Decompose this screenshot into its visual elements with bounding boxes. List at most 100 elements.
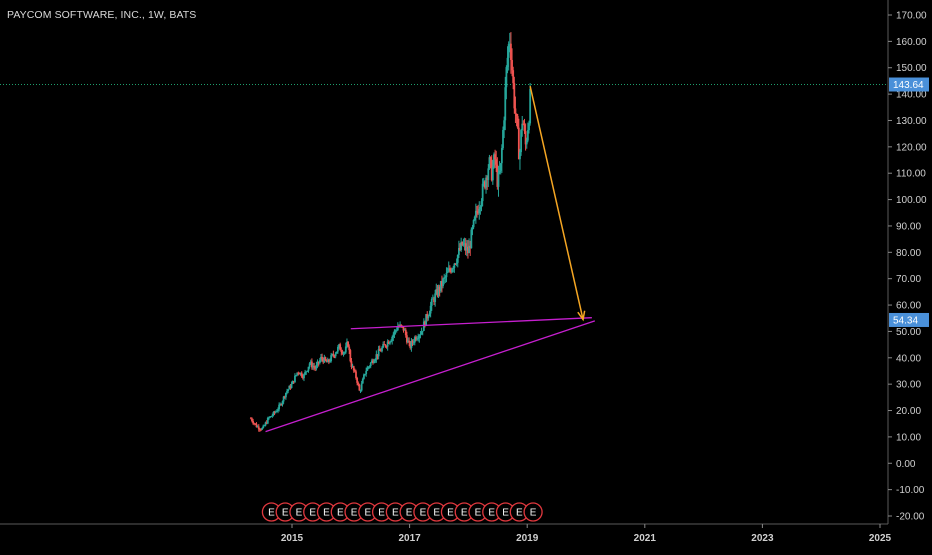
candle-body (494, 154, 496, 160)
candle-body (308, 363, 311, 367)
candle-body (318, 360, 321, 364)
candle-body (369, 362, 372, 367)
earnings-marker-label: E (351, 508, 358, 519)
candle-body (323, 357, 326, 363)
candle-body (306, 370, 309, 372)
candle-body (404, 329, 407, 336)
candle-body (278, 404, 281, 410)
price-label-box (889, 312, 929, 327)
earnings-marker-label: E (364, 508, 371, 519)
candle-body (474, 210, 477, 217)
y-tick-label: 140.00 (896, 90, 927, 101)
earnings-marker-label: E (337, 508, 344, 519)
candle-body (453, 263, 456, 268)
candle-body (361, 378, 364, 384)
earnings-marker[interactable] (523, 502, 543, 522)
price-label: 54.34 (893, 315, 918, 326)
candle-body (390, 340, 392, 342)
candle-body (264, 422, 267, 426)
candle-body (346, 341, 348, 347)
candle-body (257, 426, 260, 430)
candle-body (372, 360, 374, 364)
trendline[interactable] (265, 320, 596, 433)
candle-body (366, 367, 369, 371)
candle-body (262, 425, 265, 429)
candle-body (417, 338, 420, 340)
candle-body (382, 343, 385, 348)
candle-body (508, 43, 511, 45)
earnings-marker-label: E (282, 508, 289, 519)
candle-body (497, 172, 500, 187)
candle-body (313, 366, 316, 368)
candle-body (342, 352, 345, 354)
candle-body (442, 278, 444, 287)
candle-body (280, 404, 283, 405)
candle-body (513, 83, 516, 109)
candle-body (339, 344, 342, 351)
candle-body (473, 216, 476, 221)
earnings-marker-label: E (447, 508, 454, 519)
trendline[interactable] (350, 317, 592, 330)
candle-body (375, 354, 378, 360)
candle-body (349, 350, 352, 362)
candle-body (493, 154, 495, 167)
candle-body (332, 354, 335, 356)
candle-body (381, 347, 383, 352)
forecast-arrow[interactable] (529, 86, 584, 320)
candle-body (368, 366, 371, 367)
candle-body (337, 347, 339, 352)
candle-body (260, 429, 262, 431)
candle-body (389, 341, 391, 344)
candle-body (329, 361, 331, 362)
candle-body (399, 324, 402, 327)
candle-body (386, 341, 389, 347)
candle-body (427, 316, 430, 319)
candle-body (348, 346, 351, 351)
candle-body (488, 157, 491, 169)
candle-body (292, 380, 295, 383)
candle-body (512, 70, 515, 84)
candle-body (416, 338, 418, 340)
candle-body (448, 268, 451, 271)
candle-body (477, 211, 480, 214)
candle-body (252, 421, 255, 424)
candle-body (456, 254, 459, 263)
candle-body (462, 243, 465, 246)
y-tick-label: 170.00 (896, 11, 927, 22)
candle-body (330, 355, 333, 362)
candle-body (327, 359, 330, 362)
candle-body (482, 181, 485, 184)
candle-body (523, 124, 526, 132)
y-tick-label: 160.00 (896, 37, 927, 48)
candle-body (261, 428, 264, 430)
candle-body (291, 380, 294, 384)
candle-body (411, 340, 414, 343)
forecast-arrow-head (577, 310, 586, 322)
candle-body (520, 130, 522, 153)
candle-body (405, 335, 408, 343)
candle-body (314, 367, 317, 369)
candle-body (470, 229, 473, 249)
candle-body (274, 411, 277, 413)
candle-body (312, 366, 314, 368)
candle-body (340, 350, 343, 352)
candle-body (360, 383, 363, 391)
candle-body (459, 248, 461, 250)
y-tick-label: 120.00 (896, 142, 927, 153)
candle-body (424, 321, 426, 326)
candle-body (309, 361, 312, 364)
candle-body (490, 159, 493, 181)
candle-body (275, 410, 278, 412)
earnings-marker-label: E (433, 508, 440, 519)
candle-body (316, 361, 319, 365)
candle-body (356, 377, 359, 383)
candle-body (422, 321, 425, 331)
earnings-marker-label: E (461, 508, 468, 519)
candle-body (277, 409, 279, 411)
y-tick-label: 0.00 (896, 459, 916, 470)
candle-body (320, 356, 322, 361)
y-tick-label: 150.00 (896, 63, 927, 74)
earnings-marker-label: E (268, 508, 275, 519)
